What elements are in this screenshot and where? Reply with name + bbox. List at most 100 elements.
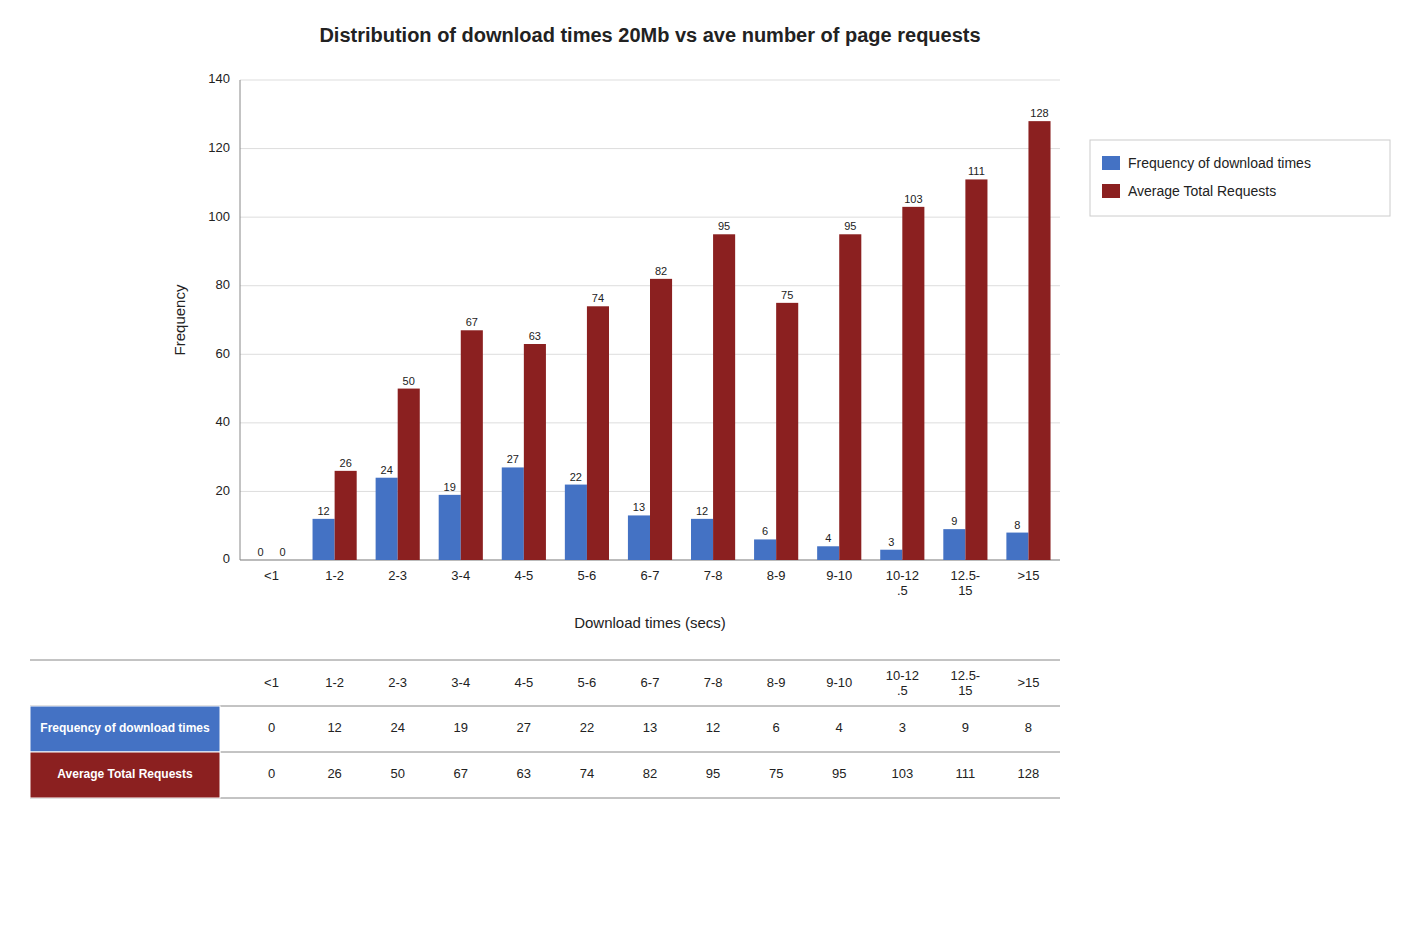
legend-frame	[1090, 140, 1390, 216]
y-tick-label: 0	[223, 551, 230, 566]
bar	[376, 478, 398, 560]
data-label: 12	[696, 505, 708, 517]
bar	[880, 550, 902, 560]
data-label: 74	[592, 292, 604, 304]
bar	[461, 330, 483, 560]
bar	[713, 234, 735, 560]
legend-swatch	[1102, 184, 1120, 198]
table-cell: 12	[327, 720, 341, 735]
table-header: >15	[1017, 675, 1039, 690]
table-cell: 19	[454, 720, 468, 735]
bar	[565, 485, 587, 560]
bar	[902, 207, 924, 560]
bar	[776, 303, 798, 560]
data-label: 128	[1030, 107, 1048, 119]
x-tick-label: >15	[1017, 568, 1039, 583]
x-axis-title: Download times (secs)	[574, 614, 726, 631]
legend: Frequency of download times Average Total…	[1090, 140, 1390, 216]
x-tick-label: 6-7	[641, 568, 660, 583]
y-tick-label: 140	[208, 71, 230, 86]
x-tick-label: 10-12.5	[886, 568, 919, 598]
x-tick-label: <1	[264, 568, 279, 583]
y-tick-label: 20	[216, 483, 230, 498]
data-table: <11-22-33-44-55-66-77-88-99-1010-12.512.…	[30, 660, 1060, 798]
bar	[650, 279, 672, 560]
table-header: 7-8	[704, 675, 723, 690]
data-label: 8	[1014, 519, 1020, 531]
grid-line	[240, 217, 1060, 218]
bar	[754, 539, 776, 560]
legend-swatch	[1102, 156, 1120, 170]
data-label: 103	[904, 193, 922, 205]
table-header: 6-7	[641, 675, 660, 690]
bar	[272, 560, 294, 561]
table-cell: 12	[706, 720, 720, 735]
bar	[943, 529, 965, 560]
bar	[839, 234, 861, 560]
bar	[628, 515, 650, 560]
table-cell: 27	[517, 720, 531, 735]
grid-line	[240, 148, 1060, 149]
grid-line	[240, 80, 1060, 81]
legend-label: Average Total Requests	[1128, 183, 1276, 199]
y-tick-label: 40	[216, 414, 230, 429]
bar	[691, 519, 713, 560]
bar	[439, 495, 461, 560]
table-cell: 111	[956, 766, 976, 781]
table-header: 12.5-15	[951, 668, 981, 698]
data-label: 6	[762, 525, 768, 537]
table-row-swatch	[30, 706, 220, 752]
data-label: 26	[340, 457, 352, 469]
data-label: 0	[257, 546, 263, 558]
x-tick-label: 7-8	[704, 568, 723, 583]
table-cell: 82	[643, 766, 657, 781]
table-cell: 3	[899, 720, 906, 735]
y-axis: 020406080100120140	[208, 71, 1060, 566]
table-cell: 0	[268, 766, 275, 781]
data-label: 22	[570, 471, 582, 483]
table-header: 9-10	[826, 675, 852, 690]
y-axis-title: Frequency	[171, 284, 188, 355]
y-tick-label: 60	[216, 346, 230, 361]
data-label: 95	[718, 220, 730, 232]
x-tick-label: 4-5	[514, 568, 533, 583]
table-header: 2-3	[388, 675, 407, 690]
y-tick-label: 120	[208, 140, 230, 155]
bar	[335, 471, 357, 560]
table-cell: 75	[769, 766, 783, 781]
legend-label: Frequency of download times	[1128, 155, 1311, 171]
data-label: 82	[655, 265, 667, 277]
data-label: 75	[781, 289, 793, 301]
bar	[524, 344, 546, 560]
data-label: 111	[968, 165, 985, 177]
table-cell: 9	[962, 720, 969, 735]
data-label: 24	[381, 464, 393, 476]
table-header: 8-9	[767, 675, 786, 690]
bar	[1028, 121, 1050, 560]
data-labels: 0122419272213126439802650676374829575951…	[257, 107, 1048, 558]
bar	[587, 306, 609, 560]
table-row-label: Frequency of download times	[40, 721, 210, 735]
data-label: 13	[633, 501, 645, 513]
data-label: 0	[280, 546, 286, 558]
bar	[502, 467, 524, 560]
table-row-label: Average Total Requests	[57, 767, 193, 781]
table-cell: 95	[706, 766, 720, 781]
y-tick-label: 80	[216, 277, 230, 292]
y-axis-line	[240, 80, 241, 560]
data-label: 4	[825, 532, 831, 544]
chart-title: Distribution of download times 20Mb vs a…	[319, 24, 980, 46]
table-row-swatch	[30, 752, 220, 798]
table-cell: 8	[1025, 720, 1032, 735]
data-label: 3	[888, 536, 894, 548]
bar	[817, 546, 839, 560]
x-tick-label: 1-2	[325, 568, 344, 583]
data-label: 27	[507, 453, 519, 465]
table-cell: 50	[390, 766, 404, 781]
data-label: 12	[317, 505, 329, 517]
table-header: 3-4	[451, 675, 470, 690]
table-header: 5-6	[578, 675, 597, 690]
data-label: 50	[403, 375, 415, 387]
table-cell: 4	[836, 720, 843, 735]
bar	[398, 389, 420, 560]
